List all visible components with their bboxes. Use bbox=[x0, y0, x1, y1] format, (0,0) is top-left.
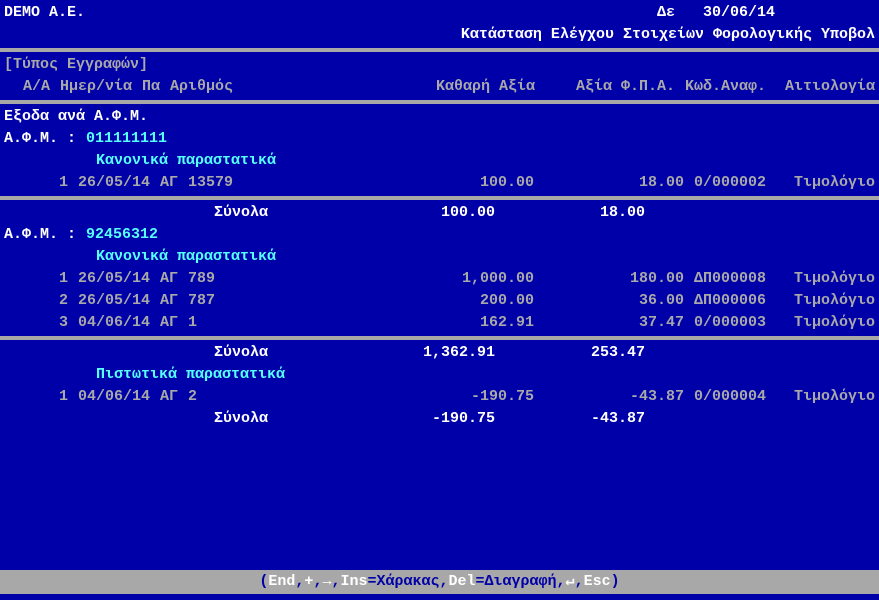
cell-date: 26/05/14 bbox=[78, 290, 150, 312]
cell-num: 13579 bbox=[188, 172, 268, 194]
cell-vat: -43.87 bbox=[534, 386, 684, 408]
cell-ref: ΔΠ000008 bbox=[694, 268, 776, 290]
col-pa: Πα bbox=[142, 76, 160, 98]
doc-type-row: Κανονικά παραστατικά bbox=[0, 246, 879, 268]
totals-vat: -43.87 bbox=[495, 408, 645, 430]
afm-value: 011111111 bbox=[86, 128, 167, 150]
cell-desc: Τιμολόγιο bbox=[794, 172, 875, 194]
cell-net: 1,000.00 bbox=[424, 268, 534, 290]
col-date: Ημερ/νία bbox=[60, 76, 132, 98]
totals-net: 1,362.91 bbox=[385, 342, 495, 364]
cell-aa: 2 bbox=[4, 290, 68, 312]
cell-pa: ΑΓ bbox=[160, 268, 178, 290]
afm-label: Α.Φ.Μ. : bbox=[4, 224, 76, 246]
company-name: DEMO A.E. bbox=[4, 2, 85, 24]
footer-close: ) bbox=[611, 573, 620, 590]
afm-label: Α.Φ.Μ. : bbox=[4, 128, 76, 150]
key-ins[interactable]: Ins bbox=[340, 573, 367, 590]
totals-row: Σύνολα 1,362.91 253.47 bbox=[0, 342, 879, 364]
cell-vat: 37.47 bbox=[534, 312, 684, 334]
col-vat: Αξία Φ.Π.Α. bbox=[535, 76, 675, 98]
col-net: Καθαρή Αξία bbox=[405, 76, 535, 98]
day-label: Δε bbox=[657, 2, 675, 24]
cell-aa: 1 bbox=[4, 172, 68, 194]
label-ruler: =Χάρακας, bbox=[368, 573, 449, 590]
type-label: [Τύπος Εγγραφών] bbox=[0, 54, 879, 76]
label-delete: =Διαγραφή, bbox=[476, 573, 566, 590]
key-del[interactable]: Del bbox=[449, 573, 476, 590]
cell-pa: ΑΓ bbox=[160, 312, 178, 334]
table-row[interactable]: 3 04/06/14 ΑΓ 1 162.91 37.47 0/000003 Τι… bbox=[0, 312, 879, 334]
table-row[interactable]: 1 26/05/14 ΑΓ 789 1,000.00 180.00 ΔΠ0000… bbox=[0, 268, 879, 290]
totals-label: Σύνολα bbox=[214, 342, 268, 364]
date-label: 30/06/14 bbox=[703, 2, 775, 24]
cell-aa: 1 bbox=[4, 386, 68, 408]
title-row: Κατάσταση Ελέγχου Στοιχείων Φορολογικής … bbox=[0, 24, 879, 46]
cell-num: 2 bbox=[188, 386, 268, 408]
cell-net: 162.91 bbox=[424, 312, 534, 334]
cell-aa: 3 bbox=[4, 312, 68, 334]
cell-date: 04/06/14 bbox=[78, 312, 150, 334]
totals-label: Σύνολα bbox=[214, 408, 268, 430]
cell-ref: 0/000002 bbox=[694, 172, 776, 194]
cell-net: 100.00 bbox=[424, 172, 534, 194]
doc-type-label: Κανονικά παραστατικά bbox=[96, 150, 276, 172]
key-esc[interactable]: Esc bbox=[584, 573, 611, 590]
cell-num: 789 bbox=[188, 268, 268, 290]
cell-date: 04/06/14 bbox=[78, 386, 150, 408]
cell-ref: ΔΠ000006 bbox=[694, 290, 776, 312]
enter-icon[interactable]: ↵ bbox=[566, 573, 575, 590]
cell-num: 1 bbox=[188, 312, 268, 334]
key-end[interactable]: End bbox=[268, 573, 295, 590]
cell-desc: Τιμολόγιο bbox=[794, 312, 875, 334]
cell-date: 26/05/14 bbox=[78, 172, 150, 194]
table-row[interactable]: 1 26/05/14 ΑΓ 13579 100.00 18.00 0/00000… bbox=[0, 172, 879, 194]
afm-row: Α.Φ.Μ. : 011111111 bbox=[0, 128, 879, 150]
afm-row: Α.Φ.Μ. : 92456312 bbox=[0, 224, 879, 246]
header-row: DEMO A.E. Δε 30/06/14 bbox=[0, 0, 879, 24]
cell-pa: ΑΓ bbox=[160, 290, 178, 312]
totals-net: 100.00 bbox=[385, 202, 495, 224]
doc-type-label: Κανονικά παραστατικά bbox=[96, 246, 276, 268]
col-ref: Κωδ.Αναφ. bbox=[685, 76, 775, 98]
totals-net: -190.75 bbox=[385, 408, 495, 430]
separator bbox=[0, 100, 879, 104]
doc-type-row: Πιστωτικά παραστατικά bbox=[0, 364, 879, 386]
separator bbox=[0, 196, 879, 200]
col-number: Αριθμός bbox=[170, 76, 233, 98]
cell-vat: 180.00 bbox=[534, 268, 684, 290]
doc-type-row: Κανονικά παραστατικά bbox=[0, 150, 879, 172]
cell-desc: Τιμολόγιο bbox=[794, 290, 875, 312]
cell-ref: 0/000003 bbox=[694, 312, 776, 334]
section-title: Εξοδα ανά Α.Φ.Μ. bbox=[0, 106, 879, 128]
totals-row: Σύνολα 100.00 18.00 bbox=[0, 202, 879, 224]
col-aa: Α/Α bbox=[4, 76, 50, 98]
afm-value: 92456312 bbox=[86, 224, 158, 246]
cell-vat: 18.00 bbox=[534, 172, 684, 194]
table-row[interactable]: 2 26/05/14 ΑΓ 787 200.00 36.00 ΔΠ000006 … bbox=[0, 290, 879, 312]
separator bbox=[0, 48, 879, 52]
cell-num: 787 bbox=[188, 290, 268, 312]
footer-bar: (End,+,→,Ins=Χάρακας,Del=Διαγραφή,↵,Esc) bbox=[0, 570, 879, 594]
col-desc: Αιτιολογία bbox=[785, 76, 875, 98]
cell-ref: 0/000004 bbox=[694, 386, 776, 408]
doc-type-label: Πιστωτικά παραστατικά bbox=[96, 364, 285, 386]
cell-net: -190.75 bbox=[424, 386, 534, 408]
totals-label: Σύνολα bbox=[214, 202, 268, 224]
cell-desc: Τιμολόγιο bbox=[794, 268, 875, 290]
totals-row: Σύνολα -190.75 -43.87 bbox=[0, 408, 879, 430]
table-row[interactable]: 1 04/06/14 ΑΓ 2 -190.75 -43.87 0/000004 … bbox=[0, 386, 879, 408]
totals-vat: 18.00 bbox=[495, 202, 645, 224]
column-headers: Α/Α Ημερ/νία Πα Αριθμός Καθαρή Αξία Αξία… bbox=[0, 76, 879, 98]
cell-net: 200.00 bbox=[424, 290, 534, 312]
cell-aa: 1 bbox=[4, 268, 68, 290]
cell-pa: ΑΓ bbox=[160, 386, 178, 408]
separator bbox=[0, 336, 879, 340]
cell-vat: 36.00 bbox=[534, 290, 684, 312]
cell-pa: ΑΓ bbox=[160, 172, 178, 194]
cell-desc: Τιμολόγιο bbox=[794, 386, 875, 408]
cell-date: 26/05/14 bbox=[78, 268, 150, 290]
page-title: Κατάσταση Ελέγχου Στοιχείων Φορολογικής … bbox=[461, 24, 875, 46]
totals-vat: 253.47 bbox=[495, 342, 645, 364]
